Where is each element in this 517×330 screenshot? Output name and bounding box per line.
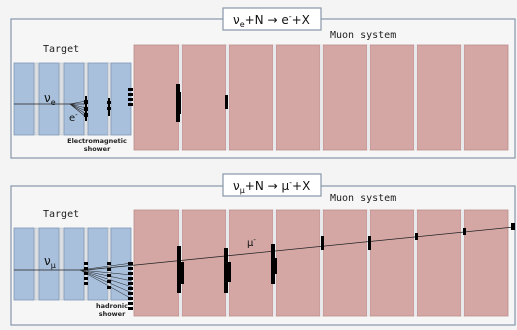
neutrino-label: νμ — [44, 254, 56, 270]
panel-muon-neutrino: νμ+N → μ-+X Target Muon system — [10, 173, 516, 326]
panel-electron-neutrino: νe+N → e-+X Target Muon system — [10, 7, 516, 159]
reaction-title: νe+N → e-+X — [222, 7, 322, 31]
target-walls — [13, 62, 132, 136]
muon-system-label: Muon system — [330, 30, 396, 41]
detector-hits — [84, 223, 515, 310]
muon-wall — [416, 44, 462, 151]
shower-label-line1: hadronic — [96, 302, 128, 310]
muon-wall — [228, 44, 274, 151]
tracker-plane — [34, 227, 39, 301]
target-wall — [63, 62, 85, 136]
electron-label: e- — [69, 111, 78, 124]
shower-label-line2: shower — [99, 310, 126, 318]
detector-hits — [84, 84, 228, 122]
muon-wall — [275, 209, 321, 317]
target-label: Target — [43, 209, 79, 220]
muon-wall — [133, 44, 180, 151]
target-label: Target — [43, 44, 79, 55]
muon-label: μ- — [247, 236, 256, 249]
target-wall — [13, 227, 35, 301]
muon-wall — [416, 209, 462, 317]
shower-label-line2: shower — [84, 145, 111, 153]
target-wall — [13, 62, 35, 136]
muon-walls — [133, 44, 509, 151]
target-wall — [38, 62, 60, 136]
muon-wall — [463, 209, 509, 317]
muon-track-line — [85, 226, 515, 271]
muon-wall — [369, 44, 415, 151]
shower-label-line1: Electromagnetic — [67, 137, 127, 145]
hadronic-shower-tracks — [79, 262, 133, 300]
tracker-plane — [59, 62, 64, 136]
em-shower-tracks — [69, 100, 87, 118]
muon-walls — [133, 209, 509, 317]
muon-wall — [228, 209, 274, 317]
target-wall — [38, 227, 60, 301]
neutrino-label: νe — [44, 91, 56, 107]
title-box — [222, 7, 322, 31]
tracker-plane — [59, 227, 64, 301]
target-wall — [87, 62, 109, 136]
muon-wall — [322, 44, 368, 151]
title-box — [222, 173, 322, 197]
title-text: νe+N → e-+X — [233, 12, 310, 29]
reaction-title: νμ+N → μ-+X — [222, 173, 322, 197]
muon-wall — [181, 209, 227, 317]
muon-wall — [322, 209, 368, 317]
muon-wall — [369, 209, 415, 317]
muon-wall — [181, 44, 227, 151]
target-wall — [63, 227, 85, 301]
muon-wall — [463, 44, 509, 151]
tracker-plane — [34, 62, 39, 136]
title-text: νμ+N → μ-+X — [233, 178, 310, 195]
target-walls — [13, 227, 132, 301]
muon-wall — [275, 44, 321, 151]
target-wall — [87, 227, 109, 301]
muon-system-label: Muon system — [330, 193, 396, 204]
